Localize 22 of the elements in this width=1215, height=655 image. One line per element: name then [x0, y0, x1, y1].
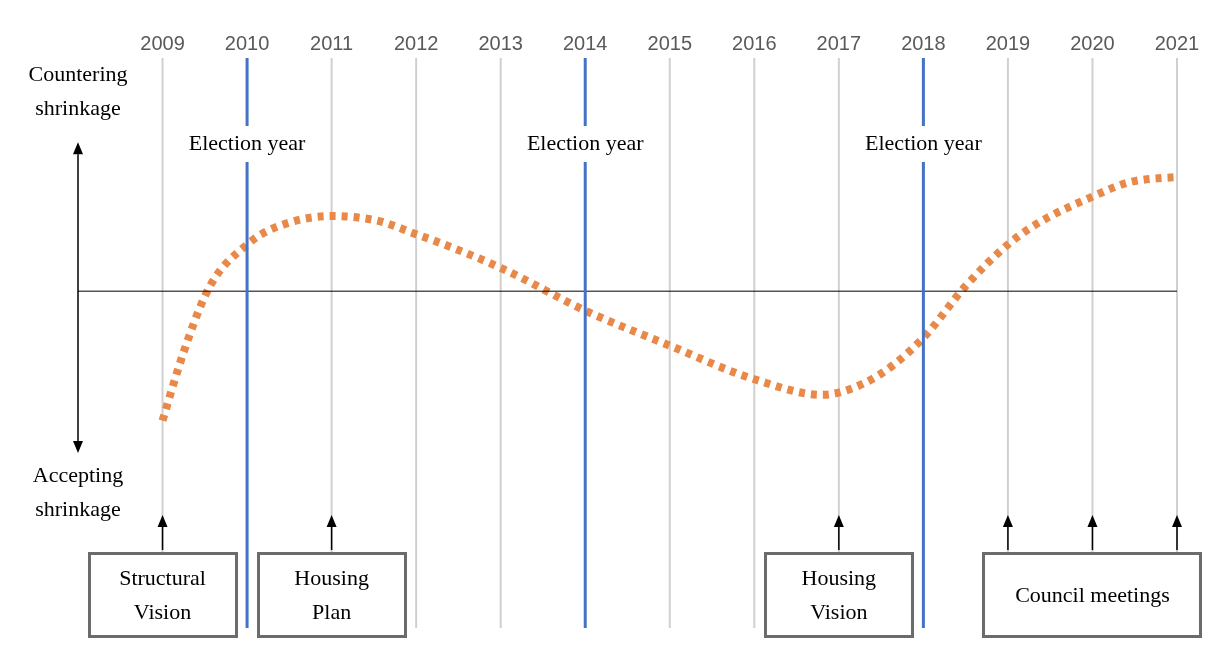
ref-line-label: Election year	[865, 130, 983, 155]
x-tick-label: 2016	[732, 32, 777, 54]
x-tick-label: 2011	[310, 32, 354, 54]
x-tick-label: 2013	[478, 32, 523, 54]
x-tick-label: 2021	[1154, 32, 1200, 54]
text: Structural Vision	[87, 552, 238, 638]
x-tick-label: 2012	[393, 32, 439, 54]
x-tick-label: 2020	[1070, 32, 1115, 54]
x-tick-label: 2018	[901, 32, 946, 54]
x-tick-label: 2009	[140, 32, 185, 54]
x-tick-label: 2014	[562, 32, 608, 54]
x-tick-label: 2019	[985, 32, 1031, 54]
x-tick-label: 2015	[647, 32, 693, 54]
text: Housing Plan	[256, 552, 407, 638]
ref-line-label: Election year	[188, 130, 307, 155]
ref-line-label: Election year	[526, 130, 645, 155]
x-tick-label: 2017	[816, 32, 862, 54]
text: Housing Vision	[763, 552, 914, 638]
x-tick-label: 2010	[224, 32, 270, 54]
text: Accepting shrinkage	[31, 461, 125, 524]
text: Countering shrinkage	[27, 60, 129, 123]
text: Council meetings	[982, 552, 1203, 638]
